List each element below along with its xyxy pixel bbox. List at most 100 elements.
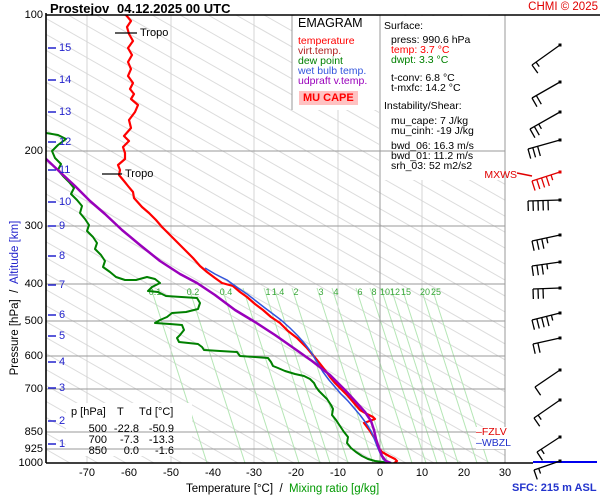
x-axis-title-mix: Mixing ratio [g/kg] — [289, 483, 380, 495]
wind-barb — [536, 435, 562, 461]
mixing-ratio-label: 4 — [333, 287, 338, 297]
wind-barb — [531, 80, 562, 108]
legend-item: udpraft v.temp. — [298, 75, 368, 87]
altitude-tick-label: 9 — [59, 220, 66, 232]
mixing-ratio-label: 0.4 — [220, 287, 233, 297]
altitude-tick-label: 15 — [59, 42, 72, 54]
wind-barb — [531, 170, 562, 191]
mixing-ratio-label: 0.2 — [187, 287, 200, 297]
wind-barb — [531, 43, 562, 74]
pressure-tick-label: 600 — [24, 350, 43, 362]
mixing-ratio-label: 1.4 — [272, 287, 285, 297]
altitude-tick-label: 5 — [59, 330, 66, 342]
tropo-label: Tropo — [140, 27, 169, 39]
y-axis-title: Pressure [hPa] / Altitude [km] — [9, 178, 21, 418]
temperature-tick-label: -20 — [288, 467, 304, 479]
pressure-tick-label: 700 — [24, 383, 43, 395]
wind-barb — [531, 260, 562, 276]
pressure-tick-label: 100 — [24, 9, 43, 21]
legend-item: temperature — [298, 35, 355, 47]
info-line: t-conv: 6.8 °C — [391, 72, 455, 84]
wind-barb — [531, 233, 562, 251]
mixing-ratio-label: 25 — [431, 287, 441, 297]
mixing-ratio-label: 10 — [380, 287, 390, 297]
wind-barb — [529, 110, 562, 139]
sounding-datetime: 04.12.2025 00 UTC — [117, 1, 231, 16]
altitude-tick-label: 8 — [59, 250, 66, 262]
copyright: CHMI © 2025 — [528, 1, 598, 13]
wind-barb — [527, 198, 562, 212]
info-line: press: 990.6 hPa — [391, 34, 471, 46]
table-cell: 0.0 — [123, 445, 139, 457]
mixing-ratio-label: 8 — [371, 287, 376, 297]
wind-barb — [534, 368, 562, 396]
table-cell: 700 — [88, 434, 107, 446]
info-line: Instability/Shear: — [384, 100, 462, 112]
table-header-dewpoint: Td [°C] — [139, 406, 174, 418]
fzlv-label: –FZLV — [476, 426, 507, 438]
legend-title: EMAGRAM — [298, 16, 363, 30]
pressure-tick-label: 200 — [24, 145, 43, 157]
info-line: temp: 3.7 °C — [391, 44, 450, 56]
altitude-tick-label: 4 — [59, 356, 66, 368]
legend-item: dew point — [298, 55, 343, 67]
table-cell: -1.6 — [155, 445, 174, 457]
mixing-ratio-label: 12 — [390, 287, 400, 297]
table-header-pressure: p [hPa] — [71, 406, 106, 418]
temperature-tick-label: -40 — [205, 467, 221, 479]
mixing-ratio-label: 20 — [420, 287, 430, 297]
table-cell: -50.9 — [148, 423, 174, 435]
table-cell: -22.8 — [113, 423, 139, 435]
plot-grid — [46, 15, 505, 463]
pressure-tick-label: 925 — [24, 443, 43, 455]
temperature-tick-label: 0 — [376, 467, 384, 479]
altitude-tick-label: 2 — [59, 415, 66, 427]
altitude-tick-label: 10 — [59, 196, 72, 208]
info-line: bwd_01: 11.2 m/s — [391, 150, 474, 162]
table-cell: 850 — [88, 445, 107, 457]
temperature-tick-label: -70 — [79, 467, 95, 479]
legend-item: wet bulb temp. — [298, 65, 367, 77]
wind-barbs — [527, 43, 562, 480]
wind-barb — [531, 311, 562, 330]
info-line: dwpt: 3.3 °C — [391, 54, 449, 66]
pressure-tick-label: 300 — [24, 220, 43, 232]
temperature-tick-label: 30 — [498, 467, 512, 479]
sfc-elevation-label: SFC: 215 m ASL — [512, 482, 597, 494]
wind-barb — [533, 459, 562, 480]
mixing-ratio-label: 6 — [357, 287, 362, 297]
wind-barb — [532, 286, 562, 300]
altitude-tick-label: 7 — [59, 279, 66, 291]
pressure-tick-label: 400 — [24, 278, 43, 290]
temperature-curve — [116, 15, 399, 463]
info-line: mu_cape: 7 J/kg — [391, 115, 469, 127]
mxws-label: MXWS — [484, 169, 517, 181]
wind-barb — [533, 398, 562, 427]
wind-barb — [527, 138, 562, 159]
altitude-tick-label: 1 — [59, 438, 66, 450]
x-axis-title-temp: Temperature [°C] — [186, 483, 274, 495]
table-cell: -13.3 — [148, 434, 174, 446]
mixing-ratio-label: 15 — [401, 287, 411, 297]
mixing-ratio-label: 1 — [265, 287, 270, 297]
temperature-tick-label: -10 — [330, 467, 346, 479]
wind-barb — [532, 336, 562, 354]
x-axis-title-sep: / — [273, 483, 290, 495]
info-line: t-mxfc: 14.2 °C — [391, 82, 461, 94]
x-axis-title: Temperature [°C] / Mixing ratio [g/kg] — [186, 483, 379, 495]
tropo-label: Tropo — [125, 168, 154, 180]
altitude-tick-label: 6 — [59, 309, 66, 321]
table-header-temp: T — [117, 406, 124, 418]
wbzl-label: –WBZL — [476, 437, 512, 449]
y-axis-title-pressure: Pressure [hPa] — [9, 299, 21, 376]
altitude-tick-label: 13 — [59, 106, 72, 118]
altitude-tick-label: 12 — [59, 136, 72, 148]
mu-cape-badge: MU CAPE — [299, 91, 358, 105]
pressure-tick-label: 850 — [24, 426, 43, 438]
temperature-tick-label: 20 — [457, 467, 471, 479]
temperature-tick-label: -50 — [163, 467, 179, 479]
dew-point-curve — [46, 132, 392, 463]
pressure-tick-label: 1000 — [18, 457, 43, 469]
sounding-curves — [46, 15, 399, 463]
